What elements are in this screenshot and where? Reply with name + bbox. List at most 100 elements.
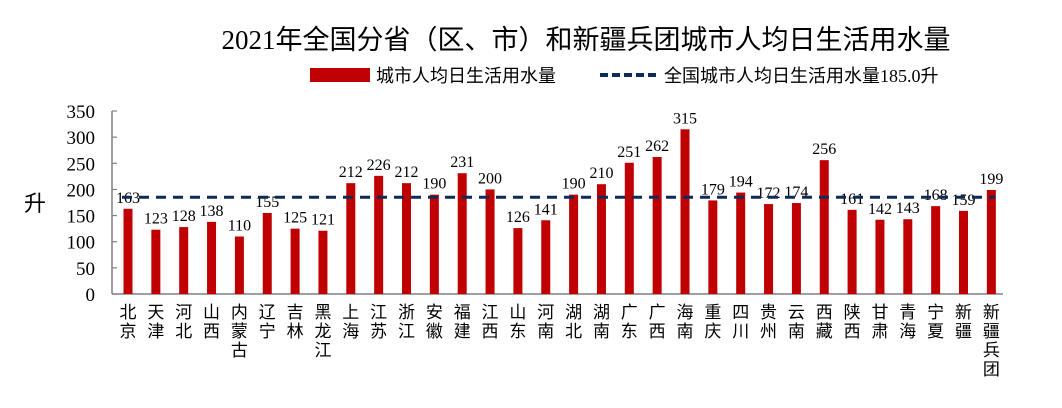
x-category-label: 藏 [816,322,833,342]
x-category-label: 林 [287,322,304,342]
x-category-label: 南 [788,322,805,342]
x-category-label: 宁 [927,303,944,323]
x-category-label: 湖 [593,303,610,323]
y-tick-label: 100 [67,233,96,254]
bar [986,189,996,294]
legend-bar-label: 城市人均日生活用水量 [376,66,556,86]
x-category-label: 海 [342,322,359,342]
bar-value-label: 141 [534,201,558,218]
legend-item-line: 全国城市人均日生活用水量185.0升 [600,62,939,88]
x-category-label: 江 [482,303,499,323]
bar [569,194,579,294]
x-category-label: 新 [983,303,1000,323]
x-category-label: 内 [231,303,248,323]
bar [429,194,439,294]
x-category-label: 福 [454,303,471,323]
x-category-label: 疆 [983,322,1000,342]
x-category-label: 海 [899,322,916,342]
x-category-label: 疆 [955,322,972,342]
bar-value-label: 125 [283,210,307,227]
x-category-label: 庆 [704,322,721,342]
bar [596,184,606,294]
bar [151,229,161,294]
bar-value-label: 138 [200,203,224,220]
bar [346,183,356,294]
bar-value-label: 200 [478,170,502,187]
bar-value-label: 159 [952,192,976,209]
bar [290,228,300,294]
x-category-label: 南 [537,322,554,342]
bar-value-label: 256 [812,141,836,158]
legend-line-label: 全国城市人均日生活用水量185.0升 [664,66,939,86]
legend-item-bar: 城市人均日生活用水量 [310,62,556,88]
bar [652,157,662,294]
bar-value-label: 262 [645,138,669,155]
x-category-label: 吉 [287,303,304,323]
x-category-label: 天 [147,303,164,323]
x-category-label: 江 [314,341,331,361]
x-category-label: 甘 [871,303,888,323]
bar [680,129,690,294]
bar-value-label: 251 [617,144,641,161]
bar-value-label: 190 [562,176,586,193]
dashed-line-swatch-icon [600,73,656,77]
bar-value-label: 126 [506,209,530,226]
bar-value-label: 212 [339,164,363,181]
bar [847,209,857,294]
x-category-label: 蒙 [231,322,248,342]
y-tick-label: 0 [86,285,96,306]
x-category-label: 海 [677,303,694,323]
x-category-label: 川 [732,322,749,342]
x-category-label: 黑 [314,303,331,323]
x-category-label: 江 [398,322,415,342]
y-tick-label: 150 [67,207,96,228]
bar [234,236,244,294]
bar [457,173,467,294]
bar [374,175,384,294]
bar [959,210,968,294]
bar-swatch-icon [310,68,370,82]
x-category-label: 安 [426,303,443,323]
x-category-label: 南 [593,322,610,342]
bar-value-label: 142 [868,201,892,218]
x-category-label: 龙 [314,322,331,342]
x-category-label: 山 [203,303,220,323]
x-category-label: 新 [955,303,972,323]
y-tick-label: 50 [76,259,95,280]
x-category-label: 东 [509,322,526,342]
bar-value-label: 231 [450,154,474,171]
bar-value-label: 161 [840,191,864,208]
x-category-label: 苏 [370,322,387,342]
bar-value-label: 190 [422,176,446,193]
x-category-label: 徽 [426,322,443,342]
bar-value-label: 199 [979,171,1003,188]
x-category-label: 广 [621,303,638,323]
y-tick-label: 200 [67,180,96,201]
bar [541,220,551,294]
y-axis-label: 升 [24,191,47,216]
bar [207,221,217,294]
x-category-label: 上 [342,303,359,323]
bar-value-label: 315 [673,110,697,127]
legend: 城市人均日生活用水量 全国城市人均日生活用水量185.0升 [310,62,983,88]
x-category-label: 江 [370,303,387,323]
x-category-label: 京 [120,322,137,342]
bar [318,230,328,294]
x-category-label: 西 [482,322,499,342]
bar [791,203,801,294]
x-category-label: 兵 [983,341,1000,361]
bar [179,227,189,294]
bar [402,183,411,294]
x-category-label: 津 [147,322,164,342]
x-category-label: 四 [732,303,749,323]
bar-value-label: 210 [589,165,613,182]
x-category-label: 云 [788,303,805,323]
bar-value-label: 226 [367,157,391,174]
x-category-label: 夏 [927,322,944,342]
bar-value-label: 212 [395,164,419,181]
bar-value-label: 168 [924,187,948,204]
bar [931,206,941,294]
bar [262,212,272,294]
bar-value-label: 121 [311,212,335,229]
